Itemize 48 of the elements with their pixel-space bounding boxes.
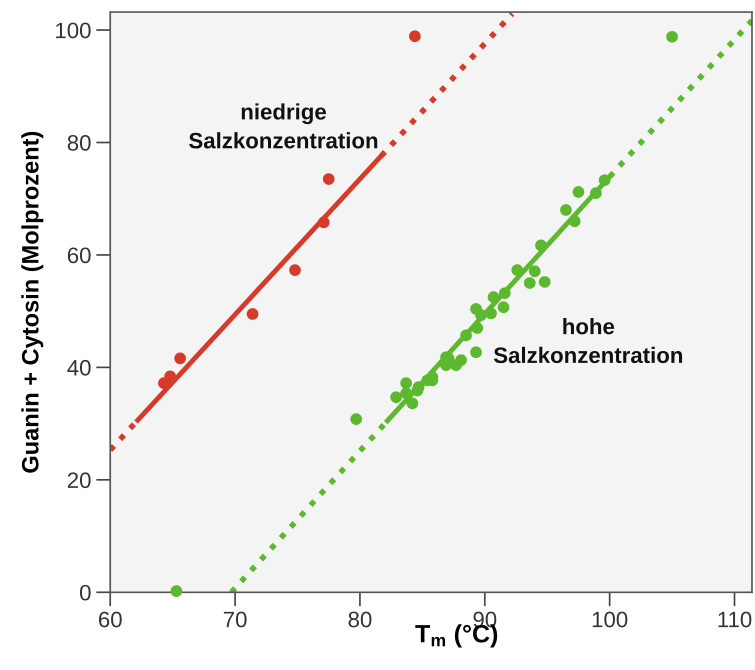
point: [406, 398, 418, 410]
point: [590, 187, 602, 199]
point: [470, 346, 482, 358]
annotation: hohe Salzkonzentration: [494, 318, 682, 364]
x-tick-label: 70: [224, 612, 247, 628]
y-tick-label: 20: [68, 472, 91, 488]
point: [538, 276, 551, 288]
point: [511, 264, 524, 276]
point: [455, 354, 467, 366]
point: [528, 265, 541, 278]
point: [409, 30, 421, 42]
point: [174, 352, 186, 364]
point: [400, 387, 412, 400]
y-tick-label: 60: [68, 247, 91, 264]
point: [471, 322, 484, 334]
y-tick-label: 100: [56, 22, 91, 38]
point: [568, 215, 581, 228]
y-tick-label: 80: [68, 135, 91, 151]
x-tick-label: 60: [99, 612, 122, 628]
point: [460, 329, 472, 342]
point: [572, 186, 584, 198]
y-tick-label: 40: [67, 360, 91, 376]
point: [164, 370, 176, 382]
annotation: niedrige Salzkonzentration: [189, 103, 378, 148]
point: [560, 204, 572, 216]
point: [598, 174, 610, 186]
x-tick-label: 100: [592, 612, 628, 628]
point: [535, 240, 547, 252]
point: [485, 308, 497, 320]
y-tick-label: 0: [80, 584, 91, 601]
point: [350, 413, 362, 425]
point: [170, 585, 182, 597]
point: [400, 377, 412, 389]
point: [498, 287, 511, 300]
point: [666, 30, 678, 43]
point: [475, 309, 487, 321]
point: [498, 301, 510, 314]
point: [524, 277, 536, 289]
point: [158, 377, 170, 389]
point: [322, 173, 335, 185]
y-axis-title: Guanin + Cytosin (Molprozent): [21, 132, 44, 473]
point: [488, 291, 500, 303]
point: [390, 391, 402, 404]
point: [246, 308, 258, 320]
point: [289, 264, 301, 276]
point: [318, 216, 330, 228]
x-tick-label: 80: [348, 612, 372, 628]
x-tick-label: 110: [718, 612, 752, 628]
